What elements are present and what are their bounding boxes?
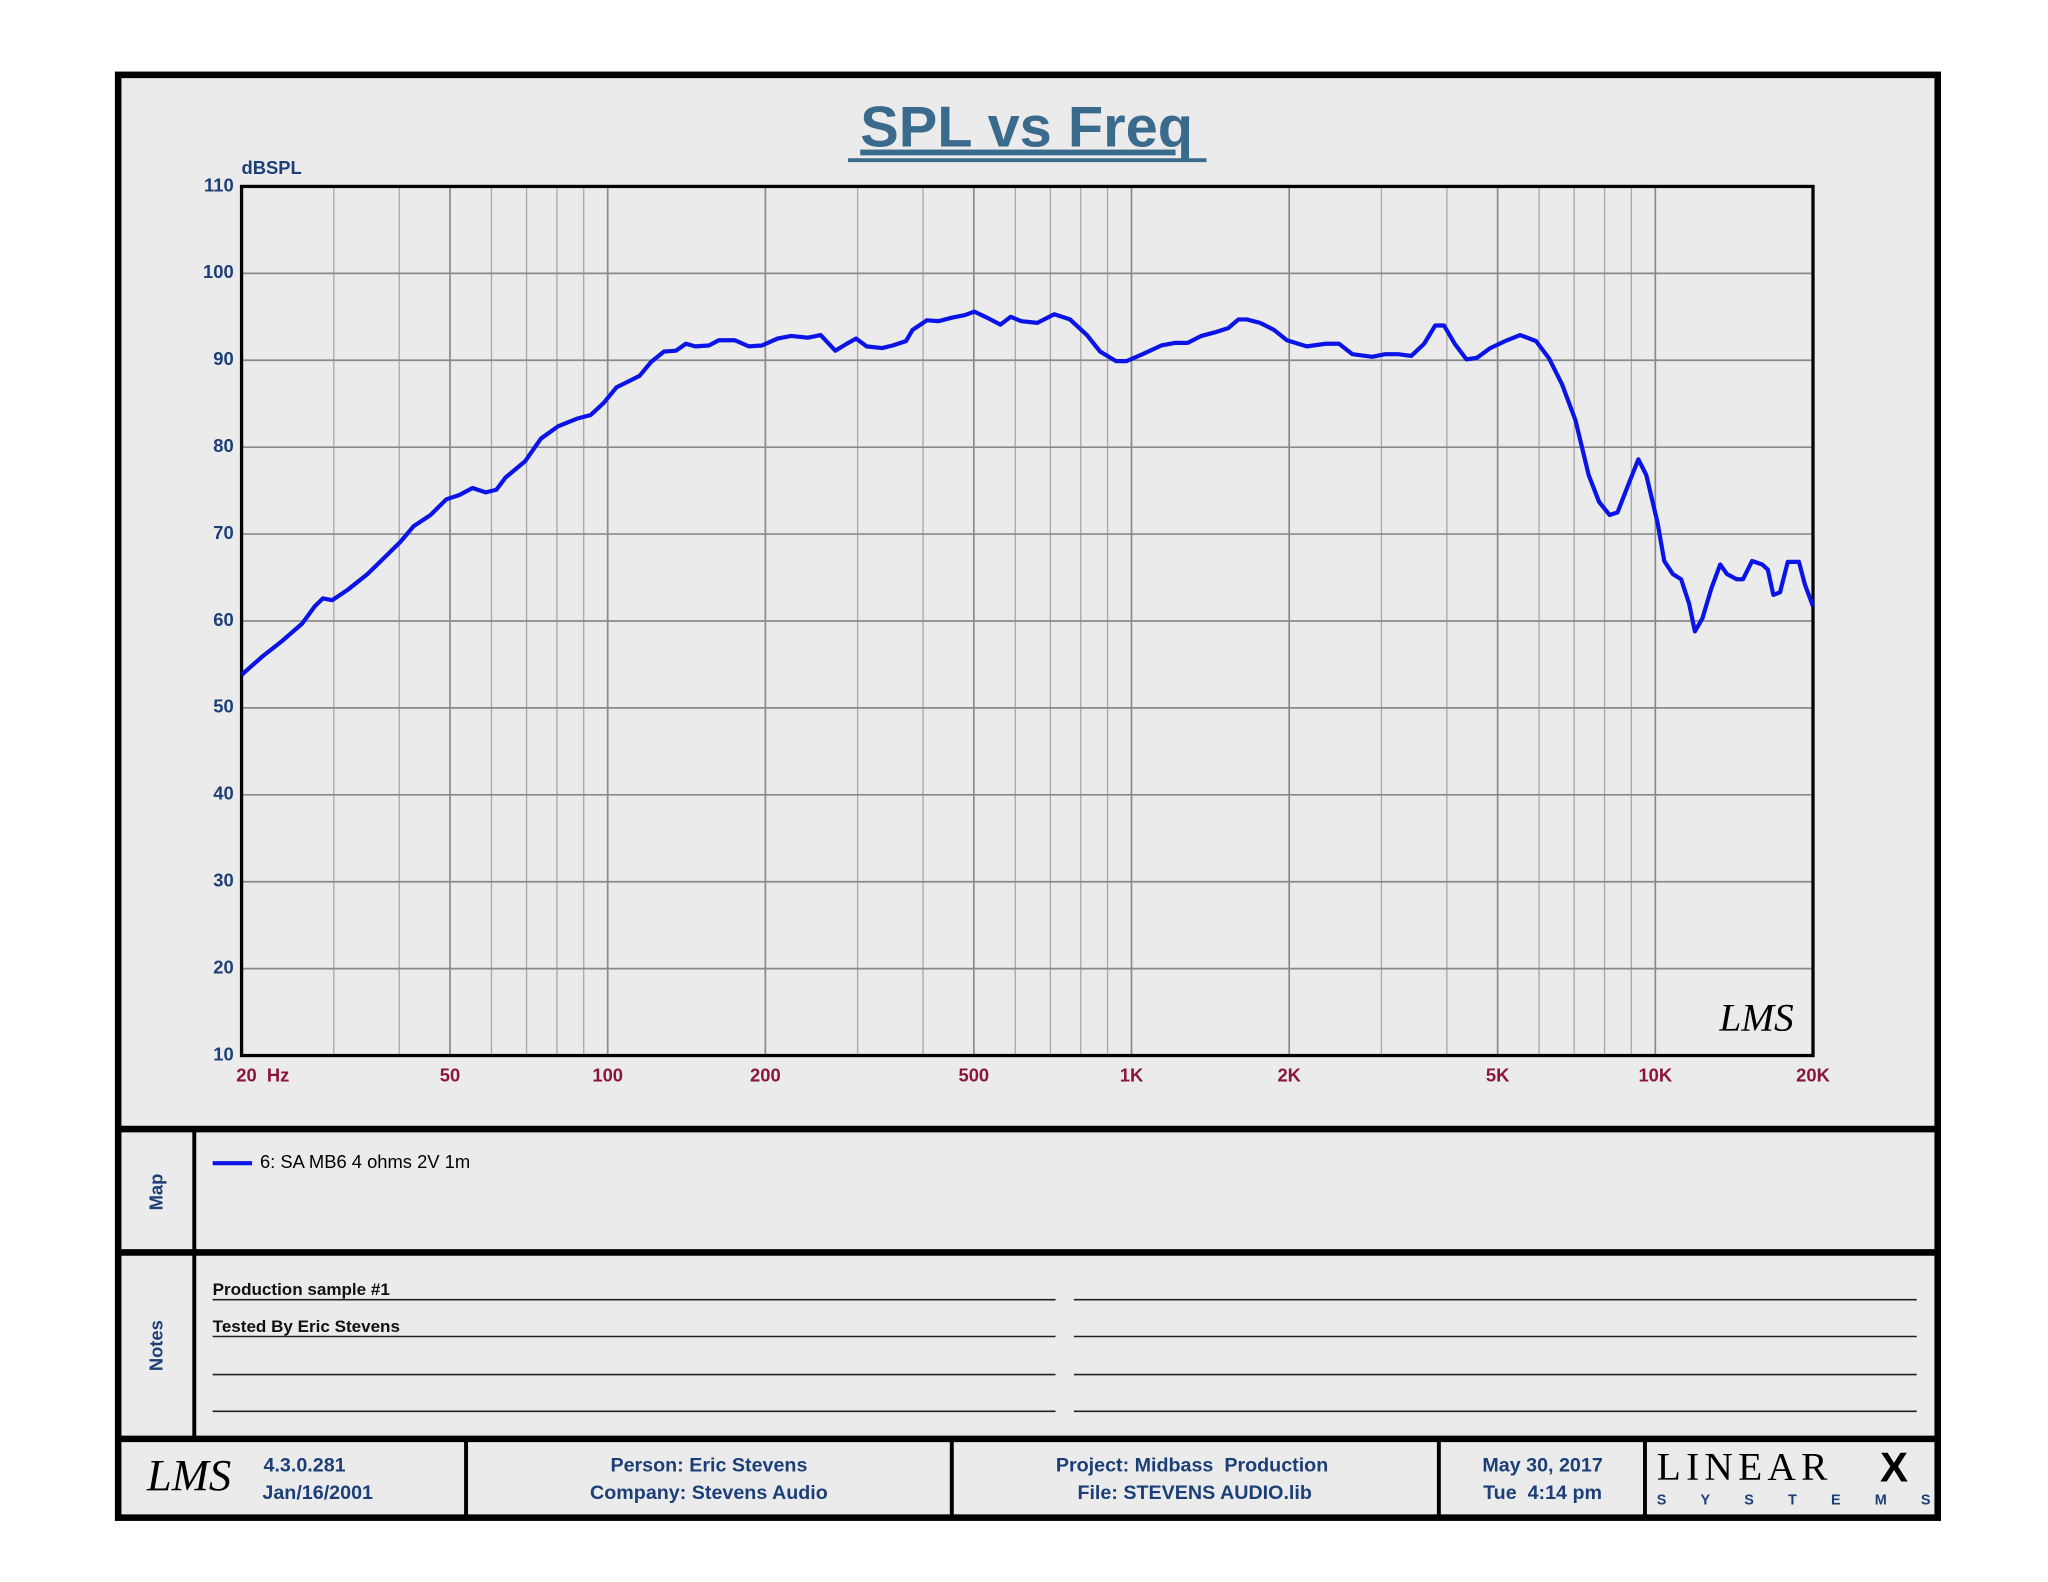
legend: 6: SA MB6 4 ohms 2V 1m [212,1151,470,1172]
y-tick-label: 80 [213,435,233,456]
y-tick-label: 60 [213,609,233,630]
version-date: Jan/16/2001 [262,1482,373,1504]
x-tick-label: 100 [592,1064,623,1085]
x-tick-label: 20K [1796,1064,1830,1085]
x-tick-label: 2K [1277,1064,1301,1085]
x-tick-label: 1K [1120,1064,1144,1085]
date: May 30, 2017 [1482,1455,1602,1477]
y-tick-label: 10 [213,1043,233,1064]
brand: LINEAR [1657,1444,1833,1488]
x-tick-label: 50 [440,1064,460,1085]
y-tick-label: 30 [213,870,233,891]
plot-border [239,184,1815,1058]
y-tick-label: 100 [203,261,234,282]
series-line [240,309,1815,677]
chart-title: SPL vs Freq [860,96,1193,160]
x-tick-label: 5K [1486,1064,1510,1085]
notes-label: Notes [145,1320,166,1371]
watermark: LMS [1718,995,1794,1039]
project: Project: Midbass Production [1056,1455,1328,1477]
y-tick-label: 110 [204,174,234,195]
plot [239,184,1815,1058]
person: Person: Eric Stevens [610,1455,807,1477]
x-tick-label: 20 Hz [236,1064,289,1085]
brand-sub: SYSTEMS [1657,1492,1965,1508]
time: Tue 4:14 pm [1483,1482,1602,1504]
note-text: Tested By Eric Stevens [213,1317,400,1336]
y-tick-label: 20 [213,956,233,977]
file: File: STEVENS AUDIO.lib [1077,1482,1311,1504]
note-lines [212,1298,1917,1413]
footer-logo: LMS [146,1450,231,1500]
x-tick-label: 10K [1638,1064,1672,1085]
company: Company: Stevens Audio [590,1482,828,1504]
brand-mark: X [1880,1443,1908,1490]
y-tick-label: 70 [213,522,233,543]
x-tick-label: 500 [959,1064,990,1085]
y-tick-label: 50 [213,696,233,717]
note-text: Production sample #1 [213,1280,390,1299]
y-tick-label: 90 [213,348,233,369]
x-tick-label: 200 [750,1064,781,1085]
legend-label: 6: SA MB6 4 ohms 2V 1m [260,1151,470,1172]
y-tick-label: 40 [213,783,233,804]
map-label: Map [145,1174,166,1211]
version: 4.3.0.281 [264,1455,346,1477]
y-axis-label: dBSPL [242,157,302,178]
